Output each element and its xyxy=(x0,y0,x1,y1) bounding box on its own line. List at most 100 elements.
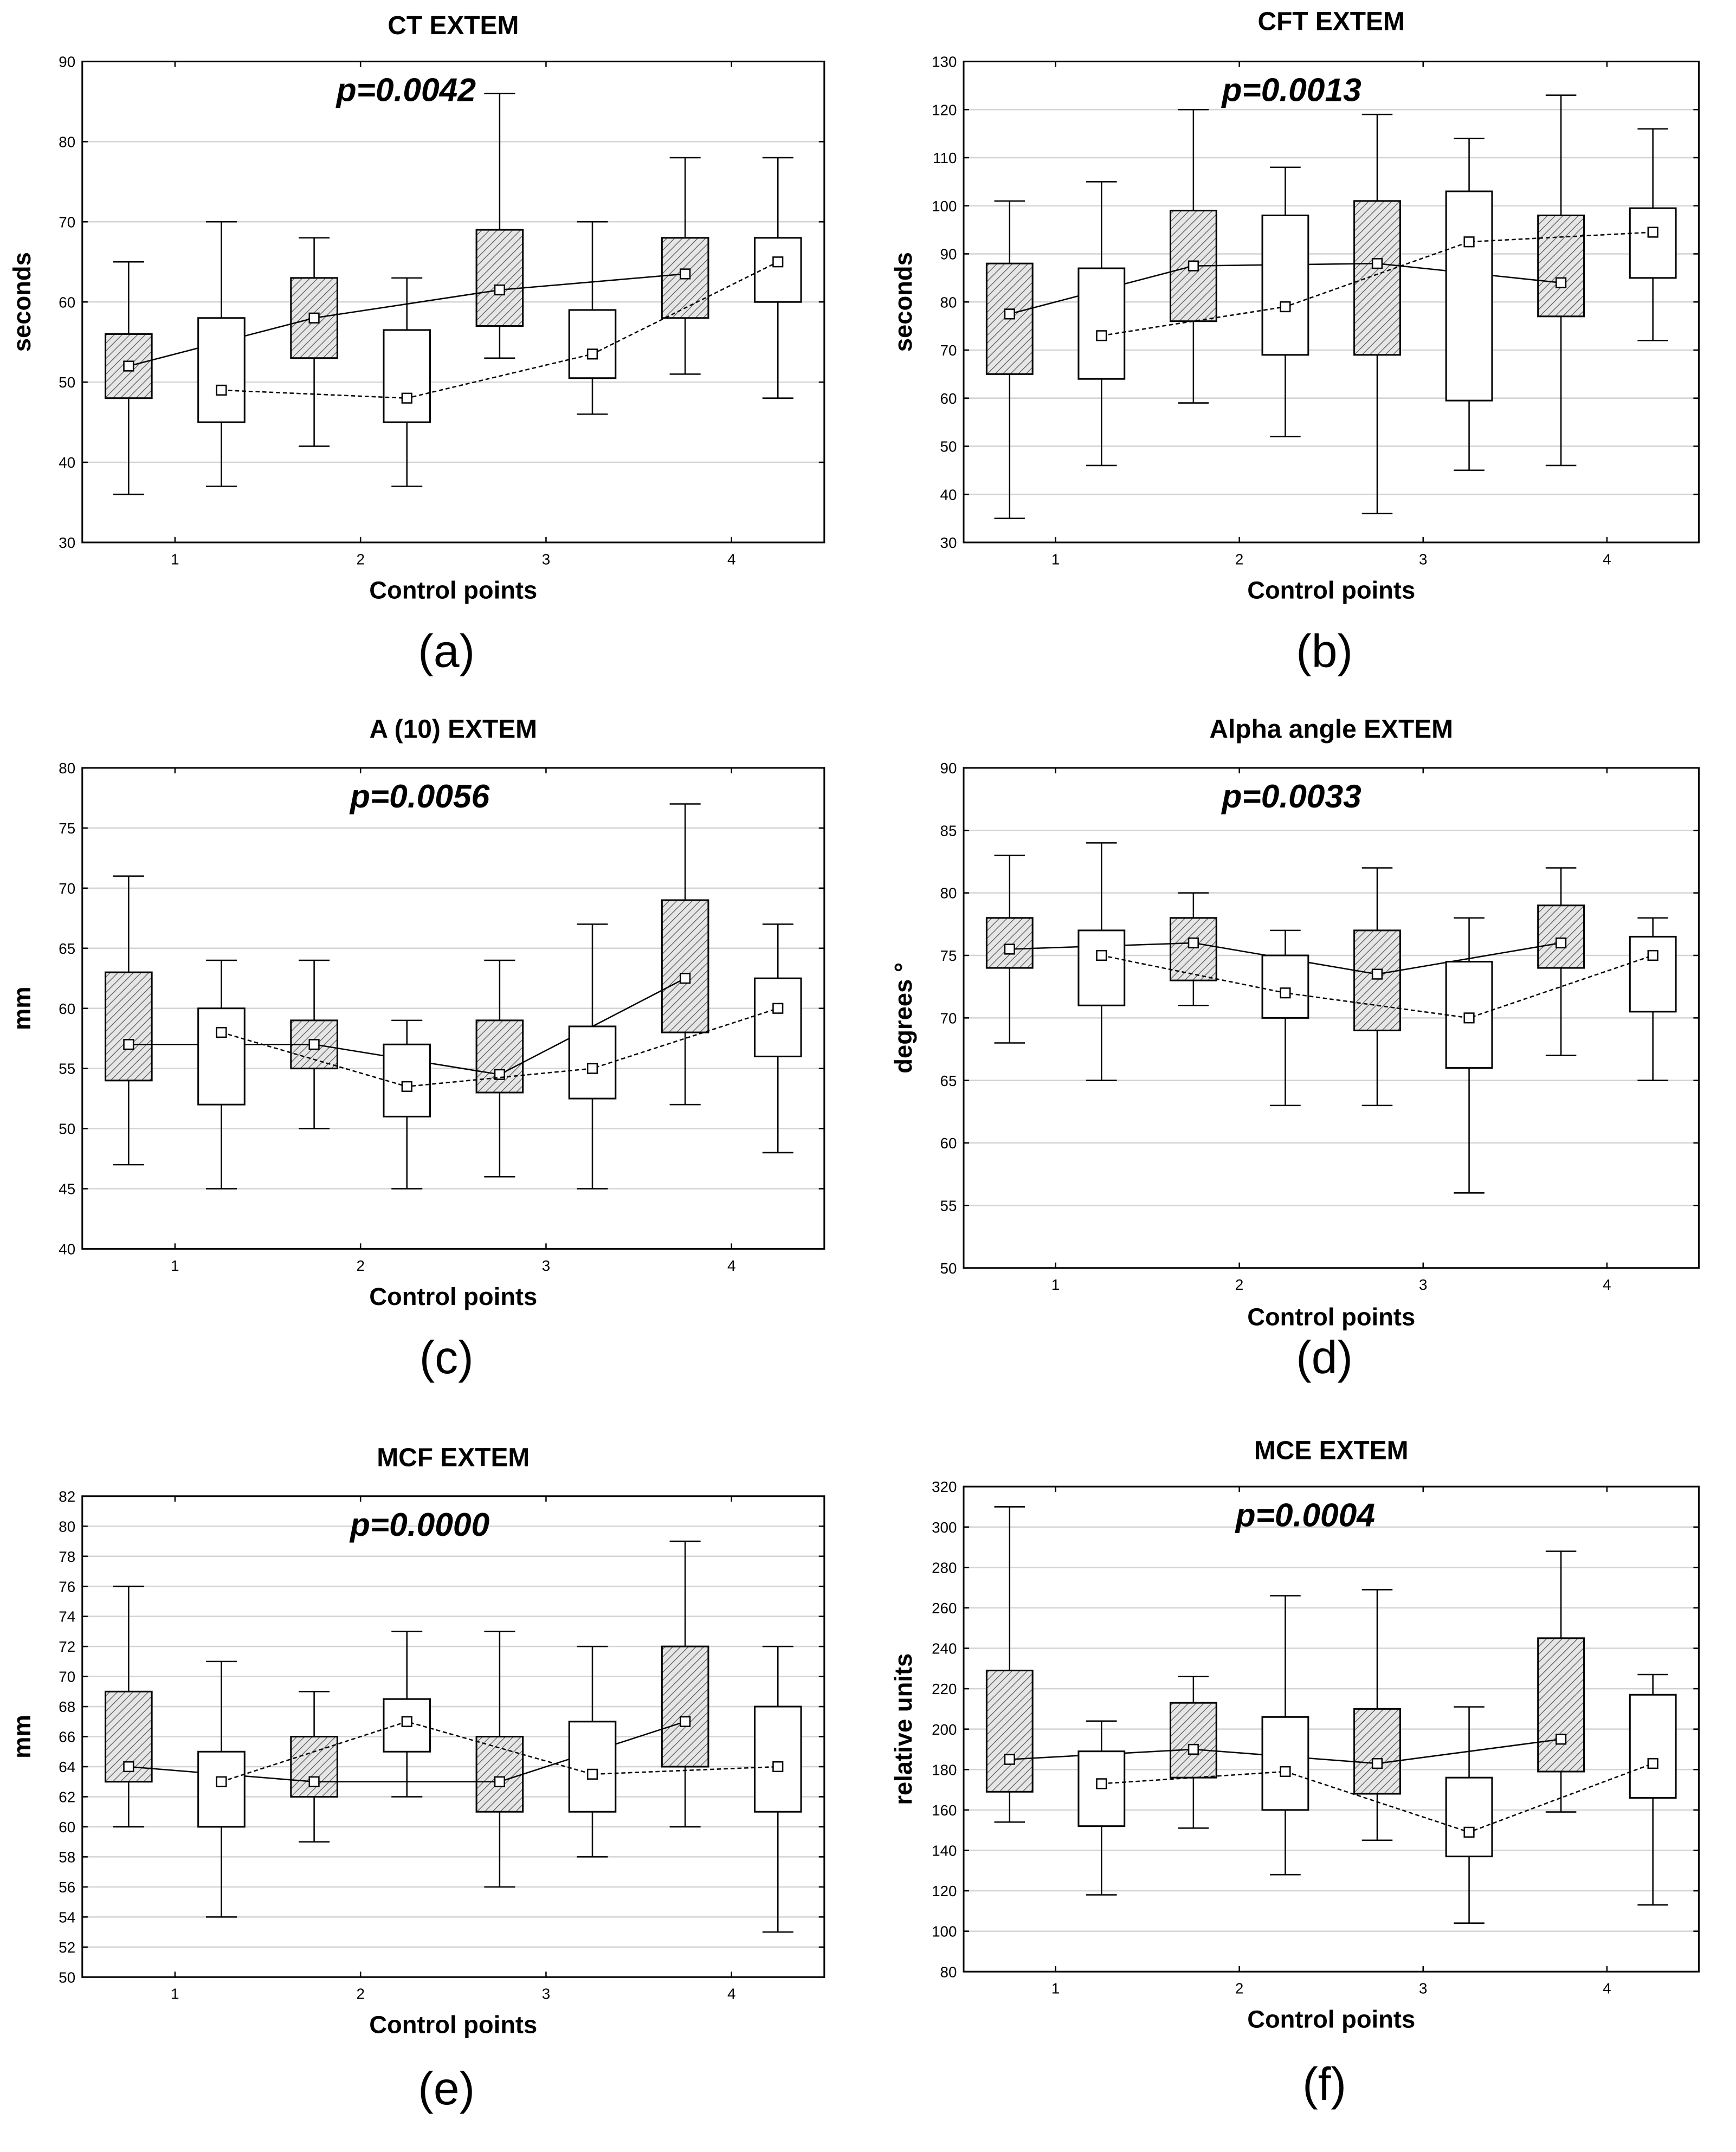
box-hatched xyxy=(105,1585,153,1828)
center-marker xyxy=(1463,1826,1475,1838)
y-tick-label: 50 xyxy=(940,438,957,455)
center-marker xyxy=(1188,1743,1199,1755)
center-marker xyxy=(1556,1734,1567,1745)
x-tick-label: 2 xyxy=(1235,1980,1243,1997)
box-body xyxy=(1629,1694,1677,1799)
box-white xyxy=(1077,1720,1126,1896)
center-marker xyxy=(1280,301,1291,313)
box-body xyxy=(1353,200,1401,356)
center-marker xyxy=(1556,937,1567,949)
y-tick-label: 45 xyxy=(59,1181,75,1198)
box-body xyxy=(1353,929,1401,1031)
center-marker xyxy=(1371,258,1383,269)
box-white xyxy=(1261,1595,1309,1876)
box-body xyxy=(1077,267,1126,380)
center-marker xyxy=(123,1039,134,1050)
x-tick-label: 3 xyxy=(1419,1980,1427,1997)
box-white xyxy=(1445,1706,1493,1924)
box-white xyxy=(568,1645,617,1858)
box-white xyxy=(1445,138,1493,471)
center-marker xyxy=(216,1026,227,1038)
box-hatched xyxy=(1353,1589,1401,1841)
y-tick-label: 220 xyxy=(932,1681,957,1697)
box-hatched xyxy=(985,855,1034,1044)
y-axis-label: relative units xyxy=(889,1653,917,1805)
y-tick-label: 80 xyxy=(940,1963,957,1980)
y-tick-label: 120 xyxy=(932,1883,957,1899)
box-white xyxy=(1445,917,1493,1194)
p-value-annotation: p=0.0033 xyxy=(1221,778,1361,815)
x-tick-label: 4 xyxy=(727,1986,735,2002)
center-marker xyxy=(772,1003,784,1014)
x-axis-label: Control points xyxy=(369,1283,537,1310)
panel-label: (c) xyxy=(420,1332,474,1384)
center-marker xyxy=(1004,943,1015,955)
chart-panel: A (10) EXTEM 40 45 50 55 60 65 70 75 80 1 2 3 4 p=0.00… xyxy=(8,715,825,1384)
box-white xyxy=(1261,166,1309,437)
x-tick-label: 3 xyxy=(542,1986,550,2002)
y-tick-label: 65 xyxy=(940,1072,957,1089)
center-marker xyxy=(586,1768,598,1780)
box-body xyxy=(197,1007,246,1106)
x-tick-label: 3 xyxy=(1419,1276,1427,1293)
box-white xyxy=(753,157,802,399)
y-tick-label: 74 xyxy=(59,1608,75,1625)
box-hatched xyxy=(1169,892,1217,1006)
box-hatched xyxy=(661,157,709,375)
p-value-annotation: p=0.0056 xyxy=(349,778,490,815)
box-body xyxy=(1537,904,1585,969)
box-body xyxy=(1537,214,1585,318)
x-tick-label: 1 xyxy=(171,1257,179,1274)
y-tick-label: 58 xyxy=(59,1849,75,1865)
center-marker xyxy=(123,360,134,372)
y-axis-label: mm xyxy=(8,986,36,1030)
box-body xyxy=(1629,935,1677,1013)
center-marker xyxy=(401,1081,412,1092)
y-tick-label: 60 xyxy=(59,294,75,311)
y-tick-label: 120 xyxy=(932,101,957,118)
y-axis-label: seconds xyxy=(8,252,36,352)
y-tick-label: 54 xyxy=(59,1909,75,1925)
box-body xyxy=(290,1736,338,1798)
box-hatched xyxy=(985,1506,1034,1823)
center-marker xyxy=(308,1039,320,1050)
x-axis-label: Control points xyxy=(1247,576,1415,604)
y-tick-label: 65 xyxy=(59,940,75,957)
x-tick-label: 1 xyxy=(1051,1276,1060,1293)
y-tick-label: 75 xyxy=(940,947,957,964)
box-body xyxy=(661,1645,709,1768)
box-hatched xyxy=(1537,867,1585,1056)
y-tick-label: 90 xyxy=(940,760,957,777)
center-marker xyxy=(680,973,691,984)
y-tick-label: 50 xyxy=(59,1969,75,1986)
center-marker xyxy=(772,256,784,268)
y-tick-label: 40 xyxy=(940,486,957,503)
box-body xyxy=(1261,214,1309,356)
y-tick-label: 70 xyxy=(940,342,957,359)
y-axis-label: degrees ° xyxy=(889,962,917,1074)
x-tick-label: 4 xyxy=(727,1257,735,1274)
y-tick-label: 90 xyxy=(940,246,957,263)
x-tick-label: 4 xyxy=(1603,1276,1611,1293)
box-body xyxy=(568,309,617,379)
box-hatched xyxy=(105,875,153,1166)
y-tick-label: 60 xyxy=(940,390,957,407)
p-value-annotation: p=0.0000 xyxy=(349,1506,490,1543)
y-tick-label: 82 xyxy=(59,1488,75,1505)
x-tick-label: 2 xyxy=(1235,1276,1243,1293)
y-tick-label: 85 xyxy=(940,822,957,839)
chart-panel: MCF EXTEM 50 52 54 56 58 60 62 64 66 68 70 72 74 76 78 8… xyxy=(8,1443,825,2115)
y-tick-label: 66 xyxy=(59,1729,75,1746)
box-body xyxy=(1445,190,1493,402)
center-marker xyxy=(680,1716,691,1727)
center-marker xyxy=(1004,1754,1015,1765)
y-tick-label: 72 xyxy=(59,1638,75,1655)
center-marker xyxy=(308,312,320,324)
box-hatched xyxy=(475,1631,524,1888)
center-marker xyxy=(494,284,505,296)
series-line-dashed xyxy=(1101,231,1653,337)
box-white xyxy=(753,1645,802,1933)
y-axis-label: seconds xyxy=(889,252,917,352)
y-tick-label: 80 xyxy=(59,760,75,777)
